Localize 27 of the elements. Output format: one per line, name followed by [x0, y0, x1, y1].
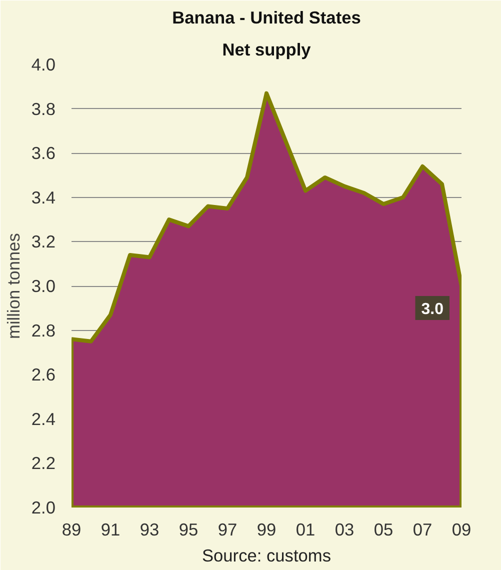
x-tick-label: 07: [412, 520, 432, 540]
y-tick-label: 4.0: [31, 54, 56, 74]
x-tick-label: 05: [374, 520, 394, 540]
x-tick-label: 03: [334, 520, 354, 540]
source-note: Source: customs: [202, 546, 332, 566]
x-tick-label: 91: [100, 520, 120, 540]
y-tick-label: 3.6: [31, 143, 56, 164]
y-tick-label: 3.2: [31, 232, 56, 252]
y-tick-label: 2.0: [31, 498, 56, 518]
chart-title: Banana - United States: [172, 8, 361, 28]
x-tick-label: 97: [218, 520, 238, 540]
y-axis-title: million tonnes: [3, 232, 24, 339]
y-tick-label: 3.8: [31, 98, 56, 119]
x-tick-label: 95: [178, 520, 198, 540]
y-tick-label: 2.4: [31, 408, 56, 429]
x-tick-label: 89: [62, 520, 82, 540]
y-tick-label: 3.0: [31, 276, 56, 296]
chart-subtitle: Net supply: [222, 40, 312, 60]
x-tick-label: 99: [256, 520, 276, 540]
data-label: 3.0: [421, 301, 444, 318]
x-tick-label: 01: [296, 520, 316, 540]
x-tick-label: 93: [140, 520, 160, 540]
y-tick-label: 2.6: [31, 364, 56, 385]
x-tick-label: 09: [452, 520, 472, 540]
y-tick-label: 2.8: [31, 320, 56, 340]
y-tick-label: 3.4: [31, 187, 56, 208]
y-tick-label: 2.2: [31, 453, 56, 474]
